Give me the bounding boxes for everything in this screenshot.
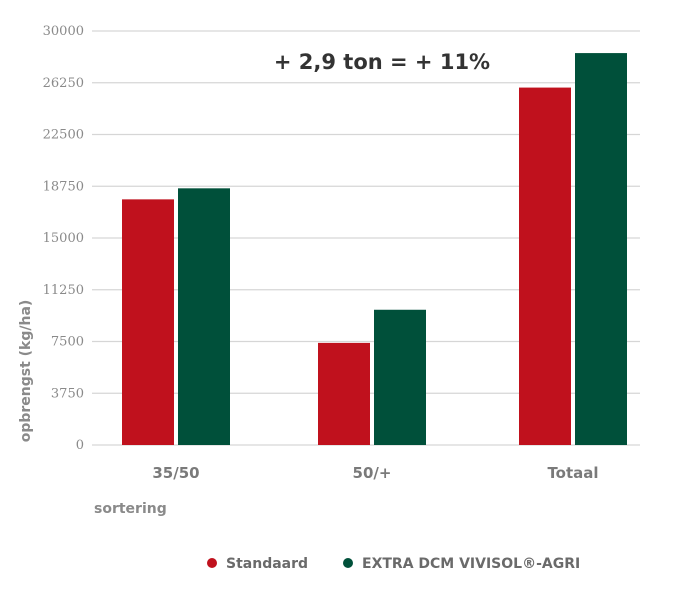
legend-label-standaard: Standaard: [226, 556, 308, 572]
y-tick-label: 7500: [51, 335, 84, 350]
bar-standaard-1: [318, 342, 370, 445]
y-tick-label: 3750: [51, 386, 84, 401]
y-tick-label: 30000: [43, 24, 84, 39]
x-category-label: Totaal: [547, 464, 598, 482]
legend: Standaard EXTRA DCM VIVISOL®-AGRI: [207, 556, 580, 572]
bars: [122, 53, 627, 446]
legend-marker-standaard: [207, 558, 217, 568]
x-axis-title: sortering: [94, 501, 167, 517]
annotation: + 2,9 ton = + 11%: [274, 50, 490, 74]
y-axis-ticks: 0 3750 7500 11250 15000 18750 22500 26250 30000: [43, 24, 84, 453]
bar-standaard-2: [519, 87, 571, 445]
x-category-label: 50/+: [353, 464, 392, 482]
x-category-label: 35/50: [152, 464, 199, 482]
legend-marker-extra-dcm: [343, 558, 353, 568]
bar-extra-dcm-2: [575, 53, 627, 446]
bar-extra-dcm-0: [178, 188, 230, 445]
bar-extra-dcm-1: [374, 309, 426, 445]
y-tick-label: 18750: [43, 179, 84, 194]
legend-label-extra-dcm: EXTRA DCM VIVISOL®-AGRI: [362, 556, 580, 572]
y-tick-label: 15000: [43, 231, 84, 246]
y-tick-label: 26250: [43, 76, 84, 91]
y-axis-title: opbrengst (kg/ha): [18, 300, 34, 443]
bar-standaard-0: [122, 199, 174, 445]
y-tick-label: 11250: [43, 283, 84, 298]
y-tick-label: 22500: [43, 128, 84, 143]
y-tick-label: 0: [76, 438, 84, 453]
x-axis-categories: 35/50 50/+ Totaal: [152, 464, 598, 482]
